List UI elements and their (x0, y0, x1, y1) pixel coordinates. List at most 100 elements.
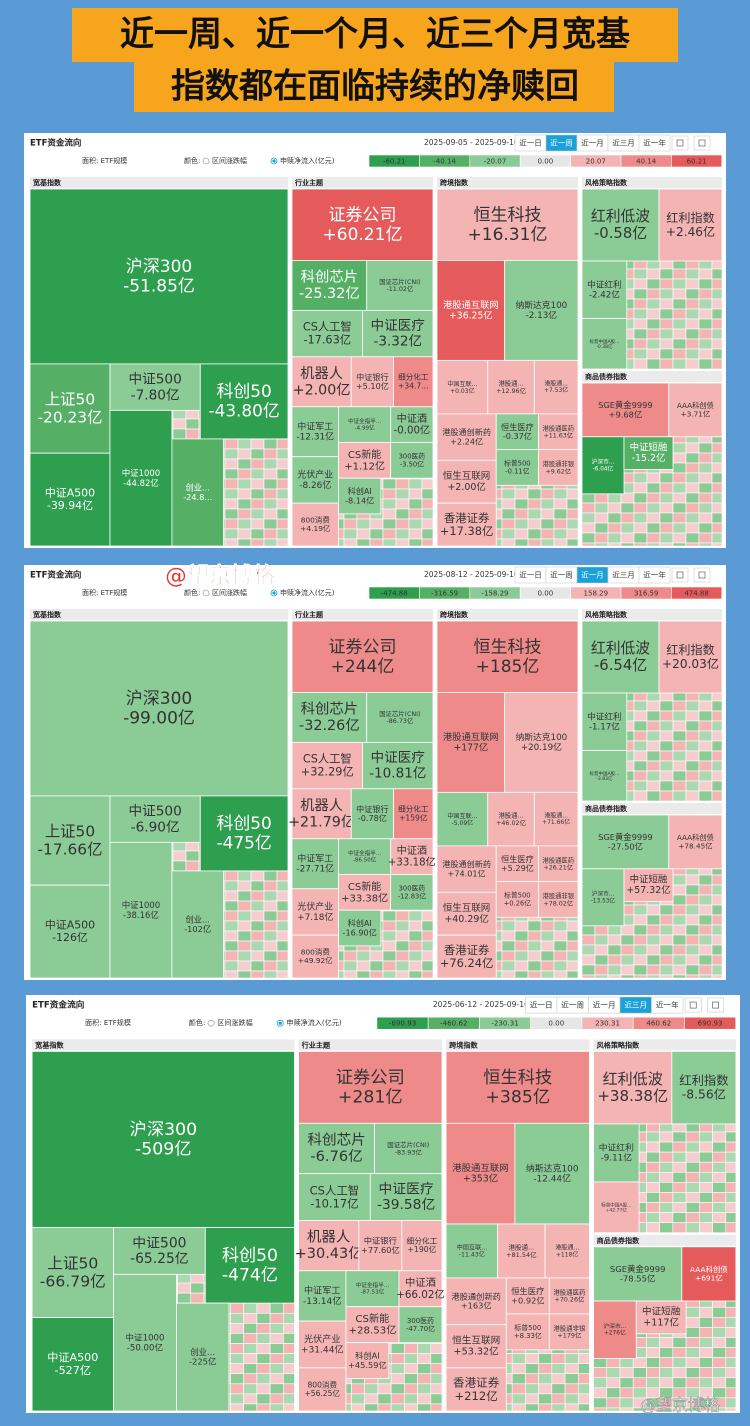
radio[interactable] (207, 1019, 215, 1027)
period-tab-label[interactable]: 近一日 (519, 570, 542, 580)
radio[interactable] (202, 157, 210, 165)
tile-name: 标普500 (504, 459, 530, 468)
small-tile (633, 720, 648, 732)
period-tab-label[interactable]: 近三月 (624, 1000, 647, 1010)
small-tile (711, 780, 723, 792)
small-tile (646, 358, 661, 370)
small-tile (421, 498, 434, 510)
small-tile (711, 288, 723, 300)
period-tab-label[interactable]: 近一月 (593, 1000, 616, 1010)
small-tile (711, 462, 723, 474)
section-header (32, 1039, 295, 1051)
icon-button[interactable] (671, 135, 689, 151)
tile[interactable] (199, 363, 289, 440)
small-tile (237, 940, 252, 952)
small-tile (711, 874, 723, 886)
small-tile (421, 538, 434, 547)
small-tile (190, 1292, 205, 1304)
radio[interactable] (202, 589, 210, 597)
tile-value: +32.29亿 (301, 765, 354, 778)
small-tile (540, 498, 555, 510)
tile[interactable] (29, 363, 111, 454)
small-tile (395, 960, 410, 972)
legend-label: 460.62 (646, 1019, 671, 1028)
small-tile (395, 488, 410, 500)
period-tab-label[interactable]: 近一日 (530, 1000, 553, 1010)
period-tab-label[interactable]: 近一周 (550, 570, 573, 580)
small-tile (256, 1363, 271, 1375)
legend-label: -690.93 (389, 1019, 416, 1028)
radio-label[interactable]: 申赎净流入(亿元) (286, 1018, 342, 1027)
small-tile (243, 1393, 258, 1405)
small-tile (269, 1302, 284, 1314)
period-tab-label[interactable]: 近三月 (612, 138, 635, 148)
small-tile (566, 960, 579, 972)
radio-label[interactable]: 申赎净流入(亿元) (280, 588, 335, 597)
tile-value: +33.38亿 (341, 891, 388, 904)
period-tab-label[interactable]: 近一月 (581, 138, 604, 148)
radio-label[interactable]: 区间涨跌幅 (212, 588, 247, 597)
small-tile (711, 318, 723, 330)
tile-name: 香港证券 (444, 943, 490, 957)
small-tile (263, 930, 278, 942)
period-tab-label[interactable]: 近一周 (561, 1000, 584, 1010)
period-tab-label[interactable]: 近三月 (612, 570, 635, 580)
tile[interactable] (109, 409, 173, 547)
tile-name: 光伏产业 (297, 901, 333, 913)
radio-label[interactable]: 区间涨跌幅 (212, 156, 247, 165)
small-tile (566, 498, 579, 510)
period-tab-label[interactable]: 近一年 (643, 570, 666, 580)
small-tile (633, 472, 648, 484)
small-tile (672, 944, 687, 956)
tile[interactable] (29, 188, 289, 365)
radio-label[interactable]: 申赎净流入(亿元) (280, 156, 335, 165)
small-tile (263, 468, 278, 480)
period-tab-label[interactable]: 近一月 (581, 570, 604, 580)
small-tile (237, 478, 252, 490)
tile-value: -25.32亿 (299, 285, 360, 302)
small-tile (283, 1393, 295, 1405)
small-tile (369, 950, 384, 962)
small-tile (343, 518, 358, 530)
tile[interactable] (171, 438, 224, 547)
small-tile (594, 532, 609, 544)
tile-name: 红利低波 (591, 640, 650, 657)
small-tile (408, 920, 423, 932)
small-tile (230, 1403, 244, 1412)
small-tile (672, 750, 687, 762)
tile-name: 细分化工 (398, 372, 429, 382)
period-tab-label[interactable]: 近一年 (656, 1000, 679, 1010)
small-tile (672, 760, 687, 772)
tile-value: +5.29亿 (501, 863, 534, 873)
small-tile (421, 930, 434, 942)
radio-label[interactable]: 区间涨跌幅 (217, 1018, 253, 1027)
tile-value: -474亿 (222, 1266, 278, 1286)
icon-button[interactable] (671, 567, 689, 583)
tile-value: -44.82亿 (123, 478, 159, 488)
small-tile (514, 960, 529, 972)
small-tile (672, 358, 687, 370)
small-tile (224, 960, 239, 972)
small-tile (356, 518, 371, 530)
period-tab-label[interactable]: 近一年 (643, 138, 666, 148)
small-tile (659, 954, 674, 966)
period-tab-label[interactable]: 近一周 (550, 138, 573, 148)
small-tile (620, 924, 635, 936)
icon-button[interactable] (684, 997, 702, 1013)
tile[interactable] (29, 452, 111, 547)
small-tile (698, 482, 713, 494)
icon-button[interactable] (707, 997, 725, 1013)
tile-value: +4.19亿 (300, 523, 330, 533)
small-tile (276, 890, 289, 902)
icon-button[interactable] (693, 135, 711, 151)
small-tile (698, 740, 713, 752)
small-tile (698, 974, 713, 979)
icon-button[interactable] (693, 567, 711, 583)
period-tab-label[interactable]: 近一日 (519, 138, 542, 148)
tile-name: 中证酒 (397, 844, 428, 857)
small-tile (633, 328, 648, 340)
period-tab[interactable] (638, 134, 671, 152)
small-tile (408, 518, 423, 530)
small-tile (224, 870, 239, 882)
tile-name: 800消费 (301, 514, 331, 524)
